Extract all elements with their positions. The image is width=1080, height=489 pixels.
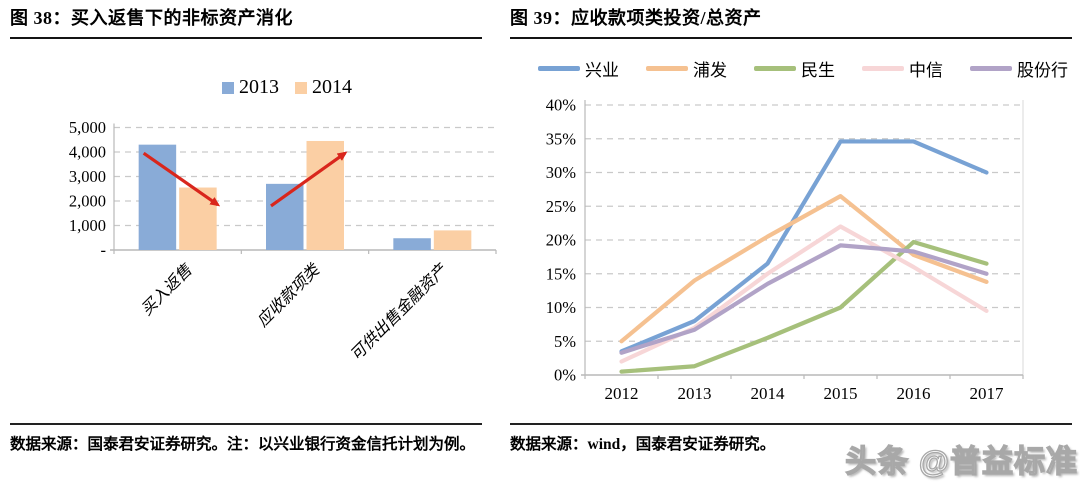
x-axis-tick-label: 2016 [897, 384, 931, 403]
legend-swatch [538, 66, 580, 71]
y-axis-tick-label: 25% [546, 197, 577, 216]
y-axis-tick-label: 40% [546, 96, 577, 115]
y-axis-tick-label: 0% [554, 366, 576, 385]
figure-39-title: 图 39：应收款项类投资/总资产 [510, 4, 1072, 39]
legend-label: 中信 [909, 61, 943, 80]
y-axis-tick-label: 1,000 [69, 216, 106, 235]
legend-label: 浦发 [693, 61, 727, 80]
legend-item-浦发: 浦发 [646, 56, 727, 81]
line-chart: 0% 5% 10% 15% 20% 25% 30% 35% 40% 2012 2013 2014 201… [546, 96, 1024, 403]
trend-arrow-increase [270, 151, 348, 208]
legend-swatch [295, 81, 307, 94]
y-axis-tick-label: 2,000 [69, 192, 106, 211]
toutiao-watermark: 头条 @普益标准 [845, 443, 1078, 479]
x-axis-tick-label: 2013 [678, 384, 712, 403]
y-axis-tick-label: 5% [554, 332, 576, 351]
legend-label: 兴业 [585, 61, 619, 80]
figure-38-title: 图 38：买入返售下的非标资产消化 [10, 4, 482, 39]
x-category-label: 可供出售金融资产 [347, 260, 452, 365]
y-axis-tick-label: 15% [546, 264, 577, 283]
legend-swatch [222, 81, 234, 94]
legend-swatch [862, 66, 904, 71]
series-line-浦发 [619, 194, 989, 344]
legend-label: 民生 [801, 61, 835, 80]
bar-chart-legend: 2013 2014 [222, 76, 352, 99]
legend-item-中信: 中信 [862, 56, 943, 81]
legend-swatch [646, 66, 688, 71]
x-axis-tick-label: 2014 [751, 384, 786, 403]
legend-label: 2014 [312, 76, 352, 98]
series-line-民生 [619, 239, 989, 374]
legend-item-2014: 2014 [295, 76, 352, 99]
figure-39-panel: 图 39：应收款项类投资/总资产 兴业 浦发 民生 中信 股份行 0% 5% 10% 15% 2… [510, 0, 1072, 489]
figure-39-footnote: 数据来源：wind，国泰君安证券研究。 [510, 423, 1072, 458]
series-line-兴业 [619, 139, 989, 354]
x-axis-tick-label: 2012 [605, 384, 639, 403]
x-category-label: 应收款项类 [254, 260, 325, 331]
figure-38-footnote: 数据来源：国泰君安证券研究。注：以兴业银行资金信托计划为例。 [10, 423, 482, 458]
bar-chart: - 1,000 2,000 3,000 4,000 5,000 买入返售 应收款项类 可供出售金… [69, 118, 497, 365]
y-axis-tick-label: - [101, 241, 107, 260]
y-axis-tick-label: 5,000 [69, 118, 106, 137]
legend-label: 股份行 [1017, 61, 1068, 80]
legend-label: 2013 [239, 76, 279, 98]
bar-2013-应收款项类 [266, 183, 304, 250]
bar-2014-可供出售金融资产 [433, 230, 472, 250]
y-axis-tick-label: 35% [546, 129, 577, 148]
y-axis-tick-label: 3,000 [69, 167, 106, 186]
legend-item-2013: 2013 [222, 76, 279, 99]
line-chart-legend: 兴业 浦发 民生 中信 股份行 [538, 56, 1068, 81]
x-axis-tick-label: 2015 [824, 384, 858, 403]
bar-2014-买入返售 [179, 187, 217, 250]
x-axis-tick-label: 2017 [970, 384, 1005, 403]
legend-swatch [970, 66, 1012, 71]
trend-arrow-decrease [142, 151, 221, 207]
bar-2013-可供出售金融资产 [393, 238, 431, 250]
y-axis-tick-label: 30% [546, 163, 577, 182]
legend-item-兴业: 兴业 [538, 56, 619, 81]
legend-item-股份行: 股份行 [970, 56, 1068, 81]
bar-2013-买入返售 [138, 144, 177, 250]
y-axis-tick-label: 10% [546, 298, 577, 317]
y-axis-tick-label: 20% [546, 231, 577, 250]
figure-38-panel: 图 38：买入返售下的非标资产消化 2013 2014 - 1,000 2,000 3,… [10, 0, 497, 489]
x-category-label: 买入返售 [138, 260, 197, 319]
series-line-股份行 [619, 243, 989, 355]
y-axis-tick-label: 4,000 [69, 143, 106, 162]
legend-item-民生: 民生 [754, 56, 835, 81]
legend-swatch [754, 66, 796, 71]
